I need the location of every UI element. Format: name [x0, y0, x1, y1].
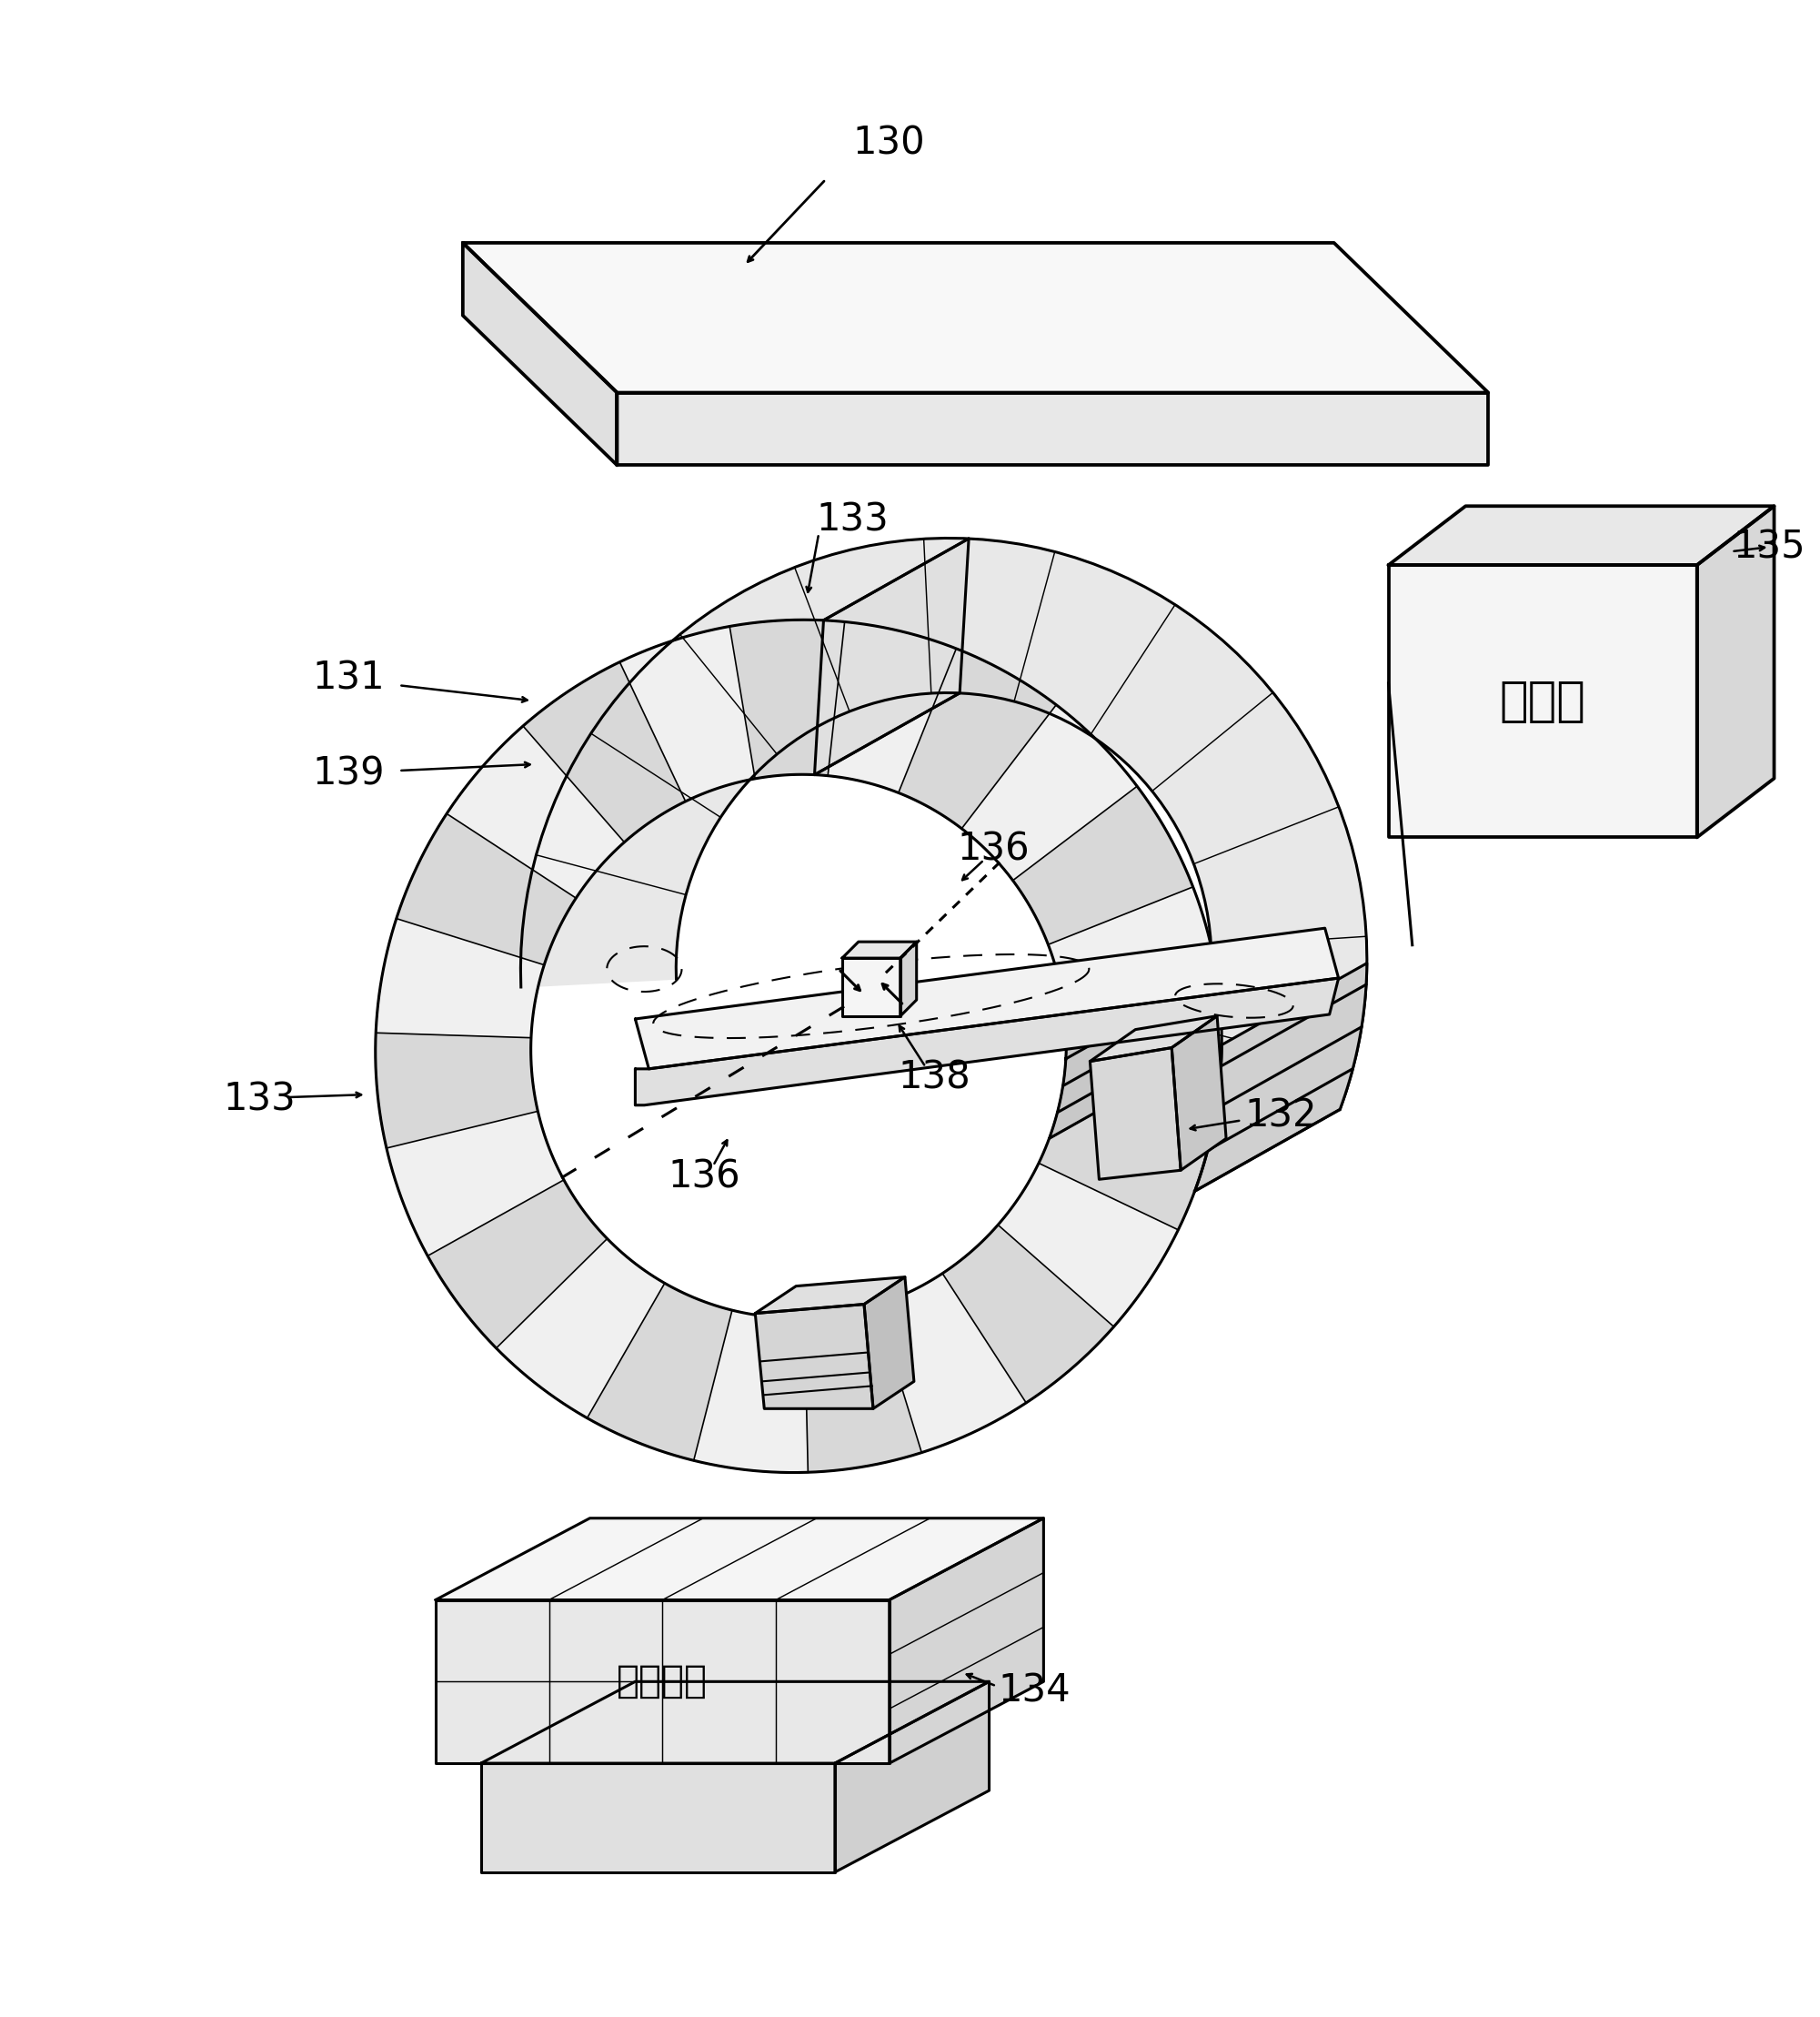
Polygon shape	[462, 242, 617, 466]
Polygon shape	[1696, 506, 1774, 837]
Polygon shape	[899, 649, 1056, 829]
Polygon shape	[375, 1033, 539, 1148]
Polygon shape	[1014, 787, 1192, 944]
Polygon shape	[635, 928, 1338, 1069]
Polygon shape	[588, 1283, 732, 1460]
Polygon shape	[480, 1682, 988, 1763]
Polygon shape	[843, 942, 917, 958]
Text: 132: 132	[1245, 1097, 1316, 1136]
Polygon shape	[428, 1180, 608, 1347]
Text: 控制器: 控制器	[1500, 678, 1585, 724]
Polygon shape	[435, 1599, 890, 1763]
Polygon shape	[1389, 506, 1774, 565]
Polygon shape	[1389, 565, 1696, 837]
Polygon shape	[386, 1111, 564, 1257]
Polygon shape	[1090, 1047, 1181, 1180]
Polygon shape	[835, 1682, 988, 1872]
Text: 134: 134	[997, 1672, 1070, 1710]
Text: 136: 136	[957, 829, 1030, 867]
Text: 138: 138	[899, 1059, 970, 1097]
Text: 135: 135	[1733, 528, 1805, 567]
Polygon shape	[397, 813, 575, 964]
Polygon shape	[901, 942, 917, 1017]
Text: 130: 130	[854, 123, 925, 161]
Polygon shape	[864, 1277, 914, 1408]
Polygon shape	[462, 242, 1489, 393]
Text: 136: 136	[668, 1158, 741, 1196]
Polygon shape	[1048, 887, 1219, 1017]
Text: 133: 133	[815, 500, 888, 539]
Polygon shape	[1172, 1017, 1227, 1170]
Polygon shape	[755, 1277, 905, 1313]
Polygon shape	[480, 1763, 835, 1872]
Polygon shape	[1194, 964, 1367, 1192]
Polygon shape	[446, 726, 624, 898]
Polygon shape	[875, 1273, 1026, 1452]
Polygon shape	[522, 662, 686, 843]
Polygon shape	[521, 539, 1367, 1109]
Polygon shape	[804, 1305, 921, 1472]
Text: 运动系统: 运动系统	[617, 1662, 708, 1700]
Polygon shape	[843, 958, 901, 1017]
Polygon shape	[961, 704, 1138, 881]
Polygon shape	[1048, 964, 1212, 1138]
Polygon shape	[730, 619, 844, 779]
Polygon shape	[375, 918, 544, 1039]
Polygon shape	[635, 978, 1338, 1105]
Polygon shape	[828, 621, 956, 793]
Text: 133: 133	[222, 1079, 295, 1117]
Text: 131: 131	[313, 660, 386, 698]
Text: 139: 139	[313, 754, 386, 793]
Polygon shape	[1090, 1017, 1218, 1061]
Polygon shape	[497, 1238, 664, 1418]
Polygon shape	[619, 627, 755, 801]
Polygon shape	[1039, 1093, 1214, 1230]
Polygon shape	[943, 1224, 1114, 1404]
Polygon shape	[617, 393, 1489, 466]
Polygon shape	[693, 1311, 808, 1472]
Polygon shape	[890, 1519, 1043, 1763]
Polygon shape	[755, 1305, 874, 1408]
Polygon shape	[435, 1519, 1043, 1599]
Polygon shape	[997, 1164, 1178, 1327]
Polygon shape	[815, 539, 968, 775]
